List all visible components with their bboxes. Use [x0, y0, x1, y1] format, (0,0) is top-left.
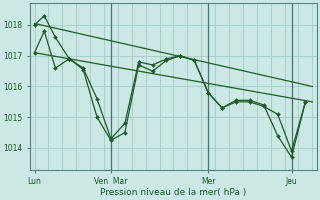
X-axis label: Pression niveau de la mer( hPa ): Pression niveau de la mer( hPa ) [100, 188, 247, 197]
